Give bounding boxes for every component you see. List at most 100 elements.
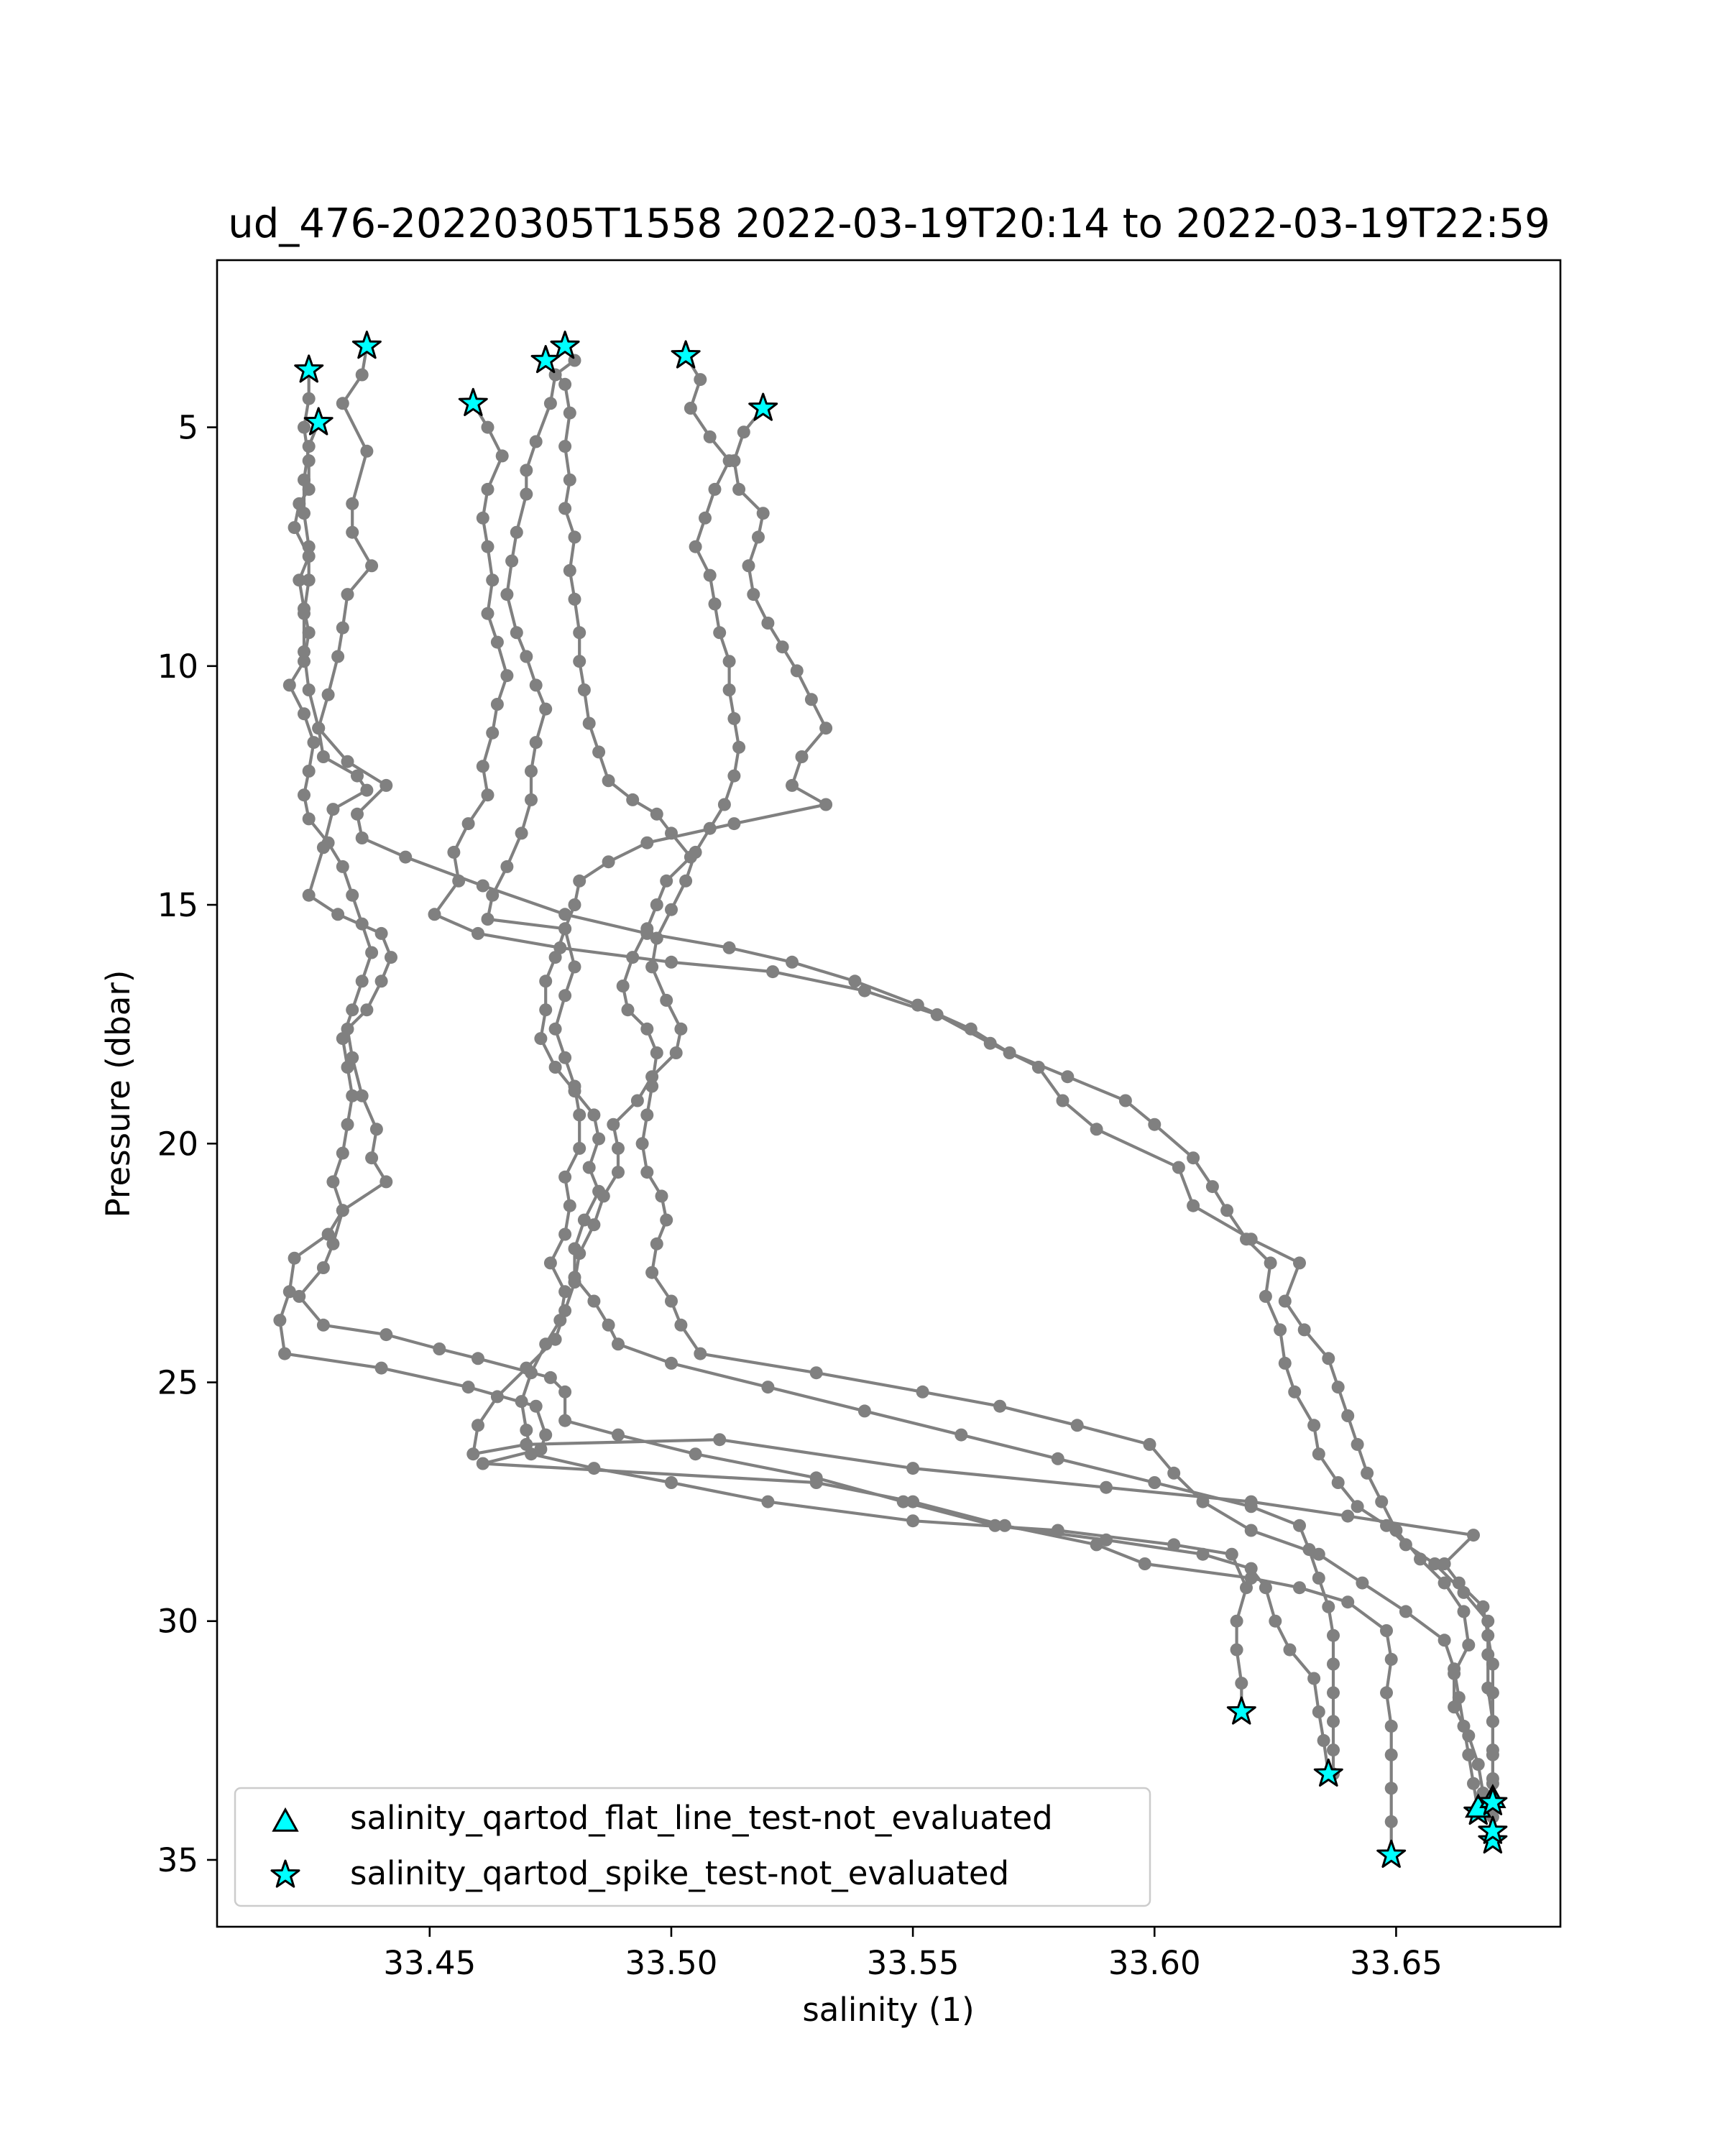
data-point [694,1347,707,1360]
data-point [1118,1094,1132,1107]
data-point [1361,1466,1374,1480]
data-point [520,1437,533,1451]
data-point [520,487,533,501]
data-point [1327,1743,1340,1757]
data-point [568,1242,581,1256]
data-point [476,879,489,893]
data-point [612,1428,625,1442]
x-axis: 33.45 33.50 33.55 33.60 33.65 [383,1927,1443,1982]
data-point [1486,1715,1499,1728]
data-point [298,645,310,658]
data-point [288,1251,301,1265]
data-point [1312,1705,1325,1718]
y-tick-label: 30 [157,1603,198,1641]
data-point [1384,1748,1398,1761]
data-point [298,420,310,434]
data-point [1244,1524,1258,1537]
data-point [640,1166,654,1179]
data-point [365,559,379,573]
data-point [727,454,741,468]
data-point [558,989,572,1003]
data-point [660,1213,673,1227]
spike-flag-marker [1376,1839,1407,1868]
data-point [302,540,316,553]
data-point [558,1285,572,1299]
data-point [525,765,538,778]
data-point [954,1428,968,1442]
data-point [1143,1437,1156,1451]
data-point [674,1318,688,1332]
data-point [1438,1634,1451,1647]
data-point [1457,1719,1471,1733]
data-point [727,711,741,725]
data-point [298,788,310,802]
data-point [534,1442,548,1456]
data-point [278,1347,292,1360]
spike-flag-marker [1313,1758,1343,1787]
data-point [500,860,514,873]
data-point [1230,1614,1243,1628]
data-point [316,841,330,854]
data-point [288,521,301,535]
data-point [694,373,707,387]
data-point [365,1151,379,1165]
data-point [1230,1643,1243,1657]
data-point [592,1184,606,1198]
data-point [1187,1199,1200,1212]
data-point [476,760,489,773]
data-point [1327,1686,1340,1700]
data-point [665,903,678,916]
data-point [1341,1595,1355,1609]
data-point [713,626,727,640]
data-point [346,497,359,510]
spike-flag-marker [1478,1815,1508,1844]
data-point [1278,1356,1292,1370]
data-point [568,960,581,974]
data-point [650,1046,663,1059]
data-point [906,1462,920,1475]
data-point [752,530,765,544]
data-point [1380,1686,1393,1700]
data-point [776,640,789,654]
data-point [1414,1552,1427,1566]
data-point [1327,1628,1340,1642]
data-point [510,525,523,539]
y-tick-label: 25 [157,1364,198,1402]
data-point [302,812,316,826]
data-point [355,831,369,844]
data-point [587,1218,601,1232]
data-point [1452,1691,1466,1705]
data-point [321,1227,335,1241]
data-point [558,502,572,515]
y-tick-label: 15 [157,886,198,924]
data-point [558,1414,572,1427]
data-point [616,980,630,992]
data-point [737,425,750,439]
data-point [640,836,654,849]
data-point [640,1022,654,1036]
data-point [355,368,369,382]
data-point [819,798,833,811]
data-point [433,1342,446,1355]
data-point [331,908,345,921]
data-point [1384,1782,1398,1795]
data-point [1264,1256,1277,1270]
data-point [640,922,654,936]
data-point [708,597,722,611]
data-point [1312,1547,1325,1561]
data-point [1293,1519,1306,1532]
data-point [336,1204,349,1217]
data-point [1384,1719,1398,1733]
data-point [346,888,359,902]
data-point [607,1118,620,1131]
data-point [495,449,509,463]
data-point [983,1036,997,1050]
data-point [1269,1614,1282,1628]
data-point [481,788,494,802]
data-point [346,1089,359,1102]
data-point [380,1328,393,1342]
data-point [510,626,523,640]
data-point [520,650,533,663]
data-point [577,1213,591,1227]
data-point [857,1404,871,1418]
